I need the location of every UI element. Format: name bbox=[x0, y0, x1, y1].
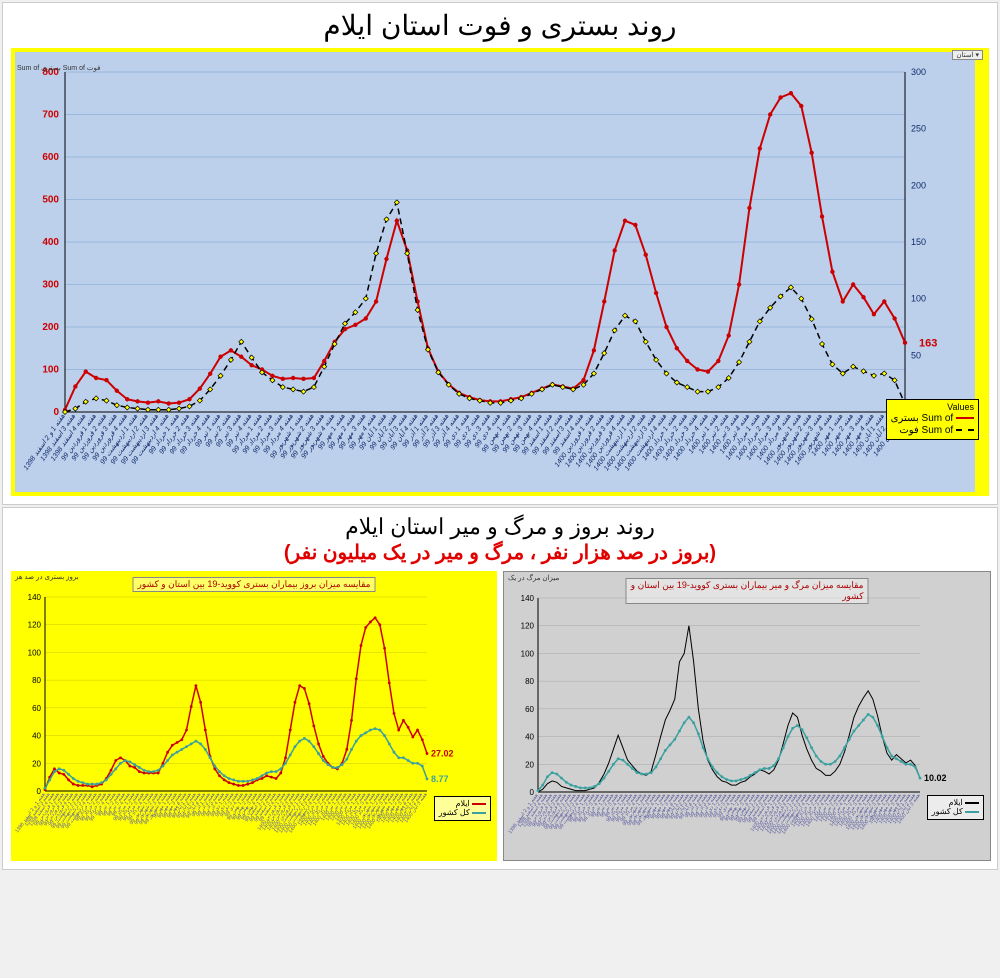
bottom-title: روند بروز و مرگ و میر استان ایلام bbox=[3, 514, 997, 540]
header-left-label: Sum of بستری Sum of فوت bbox=[17, 64, 100, 72]
svg-text:300: 300 bbox=[911, 67, 926, 77]
svg-text:600: 600 bbox=[42, 152, 59, 163]
svg-text:140: 140 bbox=[28, 593, 42, 602]
svg-text:80: 80 bbox=[32, 676, 41, 685]
svg-text:200: 200 bbox=[911, 180, 926, 190]
svg-text:50: 50 bbox=[911, 350, 921, 360]
svg-text:120: 120 bbox=[28, 621, 42, 630]
top-title: روند بستری و فوت استان ایلام bbox=[3, 3, 997, 44]
right-chart-title: مقایسه میزان مرگ و میر بیماران بستری کوو… bbox=[626, 578, 869, 604]
top-chart-frame: استان ▾ Sum of بستری Sum of فوت 01002003… bbox=[11, 48, 989, 496]
corner-dropdown[interactable]: استان ▾ bbox=[952, 50, 983, 60]
bottom-titles: روند بروز و مرگ و میر استان ایلام (بروز … bbox=[3, 508, 997, 567]
top-chart: 0100200300400500600700800050100150200250… bbox=[15, 52, 975, 492]
svg-text:40: 40 bbox=[525, 733, 534, 742]
top-panel: روند بستری و فوت استان ایلام استان ▾ Sum… bbox=[2, 2, 998, 505]
svg-text:140: 140 bbox=[521, 594, 535, 603]
svg-text:80: 80 bbox=[525, 677, 534, 686]
svg-text:150: 150 bbox=[911, 237, 926, 247]
svg-text:20: 20 bbox=[525, 760, 534, 769]
svg-text:250: 250 bbox=[911, 124, 926, 134]
left-chart-title: مقایسه میزان بروز بیماران بستری کووید-19… bbox=[133, 577, 376, 592]
svg-text:100: 100 bbox=[911, 294, 926, 304]
svg-text:8.77: 8.77 bbox=[431, 774, 449, 784]
svg-text:60: 60 bbox=[525, 705, 534, 714]
svg-text:163: 163 bbox=[919, 338, 937, 350]
left-corner-label: بروز بستری در صد هز bbox=[15, 573, 79, 581]
right-corner-label: میزان مرگ در یک bbox=[508, 574, 559, 582]
svg-text:200: 200 bbox=[42, 322, 59, 333]
svg-text:60: 60 bbox=[32, 704, 41, 713]
bottom-panel: روند بروز و مرگ و میر استان ایلام (بروز … bbox=[2, 507, 998, 870]
svg-text:100: 100 bbox=[28, 648, 42, 657]
svg-text:100: 100 bbox=[42, 365, 59, 376]
small-chart-right-frame: میزان مرگ در یک مقایسه میزان مرگ و میر ب… bbox=[503, 571, 991, 861]
svg-text:120: 120 bbox=[521, 622, 535, 631]
small-chart-right: 020406080100120140هفته 1 و 2 اسفند 1398ه… bbox=[508, 576, 986, 856]
svg-text:100: 100 bbox=[521, 649, 535, 658]
svg-text:40: 40 bbox=[32, 732, 41, 741]
left-legend: ایلام کل کشور bbox=[434, 796, 491, 821]
right-legend: ایلام کل کشور bbox=[927, 795, 984, 820]
svg-text:300: 300 bbox=[42, 280, 59, 291]
svg-text:400: 400 bbox=[42, 237, 59, 248]
small-chart-left-frame: بروز بستری در صد هز مقایسه میزان بروز بی… bbox=[11, 571, 497, 861]
small-chart-left: 020406080100120140هفته 1 و 2 اسفند 1398ه… bbox=[15, 575, 493, 855]
bottom-subtitle: (بروز در صد هزار نفر ، مرگ و میر در یک م… bbox=[3, 540, 997, 565]
svg-text:700: 700 bbox=[42, 110, 59, 121]
top-legend: Values Sum of بستری Sum of فوت bbox=[886, 399, 979, 440]
small-charts-row: بروز بستری در صد هز مقایسه میزان بروز بی… bbox=[11, 571, 989, 861]
svg-text:20: 20 bbox=[32, 759, 41, 768]
svg-text:10.02: 10.02 bbox=[924, 773, 947, 783]
svg-text:27.02: 27.02 bbox=[431, 749, 454, 759]
svg-text:500: 500 bbox=[42, 195, 59, 206]
